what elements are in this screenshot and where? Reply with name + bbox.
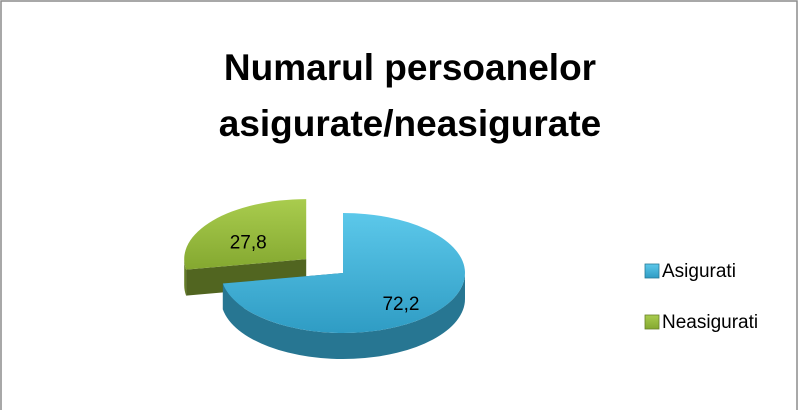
legend-label: Neasigurati [662, 312, 758, 333]
data-label: 72,2 [382, 294, 419, 315]
slice [222, 213, 465, 333]
legend-swatch [644, 314, 660, 330]
slice-side [184, 259, 187, 296]
data-label: 27,8 [230, 232, 267, 253]
legend-label: Asigurati [662, 261, 736, 282]
slice-side [222, 273, 465, 359]
chart-title: Numarul persoanelor asigurate/neasigurat… [218, 47, 602, 144]
legend-swatch [644, 263, 660, 279]
slice [184, 199, 307, 270]
